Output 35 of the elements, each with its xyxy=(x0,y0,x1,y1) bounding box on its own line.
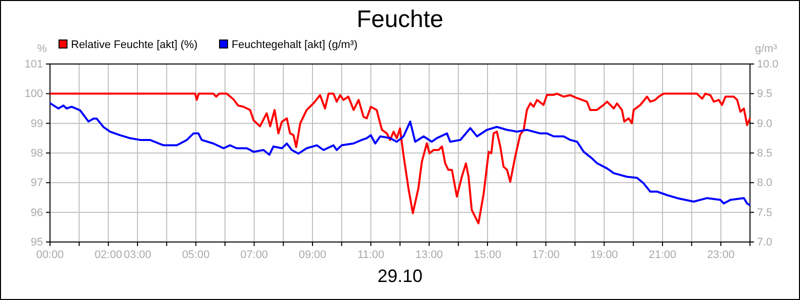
y-tick-label: 97 xyxy=(30,177,43,190)
x-tick-label: 05:00 xyxy=(182,248,210,261)
y2-tick-label: 10.0 xyxy=(757,58,778,71)
x-tick-label: 21:00 xyxy=(648,248,676,261)
x-tick-label: 23:00 xyxy=(707,248,735,261)
y2-tick-label: 9.0 xyxy=(757,118,772,130)
y-tick-label: 98 xyxy=(30,148,43,160)
x-axis-title: 29.10 xyxy=(377,266,423,286)
line-series xyxy=(49,102,751,206)
y2-tick-label: 7.5 xyxy=(757,206,772,219)
x-tick-label: 19:00 xyxy=(590,248,618,261)
line-series xyxy=(49,92,751,224)
x-tick-label: 13:00 xyxy=(415,248,443,261)
x-tick-label: 11:00 xyxy=(357,248,384,261)
y2-tick-label: 7.0 xyxy=(757,236,772,249)
y2-tick-label: 9.5 xyxy=(757,88,772,100)
x-tick-label: 03:00 xyxy=(124,248,152,261)
y2-tick-label: 8.5 xyxy=(757,148,772,160)
y-tick-label: 99 xyxy=(30,118,43,130)
y2-axis-title: g/m³ xyxy=(755,43,778,55)
y-tick-label: 100 xyxy=(24,88,43,100)
y-tick-label: 96 xyxy=(30,206,43,219)
y-axis-title: % xyxy=(37,43,48,55)
x-tick-label: 00:00 xyxy=(36,248,64,261)
x-tick-label: 07:00 xyxy=(240,248,268,261)
legend-label: Feuchtegehalt [akt] (g/m³) xyxy=(232,39,358,51)
y-tick-label: 101 xyxy=(24,58,43,71)
x-tick-label: 17:00 xyxy=(532,248,560,261)
x-tick-label: 02:00 xyxy=(94,248,122,261)
y-tick-label: 95 xyxy=(30,236,43,249)
x-tick-label: 09:00 xyxy=(298,248,326,261)
chart-title: Feuchte xyxy=(356,6,444,33)
x-tick-label: 15:00 xyxy=(474,248,502,261)
y2-tick-label: 8.0 xyxy=(757,177,772,190)
legend-label: Relative Feuchte [akt] (%) xyxy=(71,39,198,51)
